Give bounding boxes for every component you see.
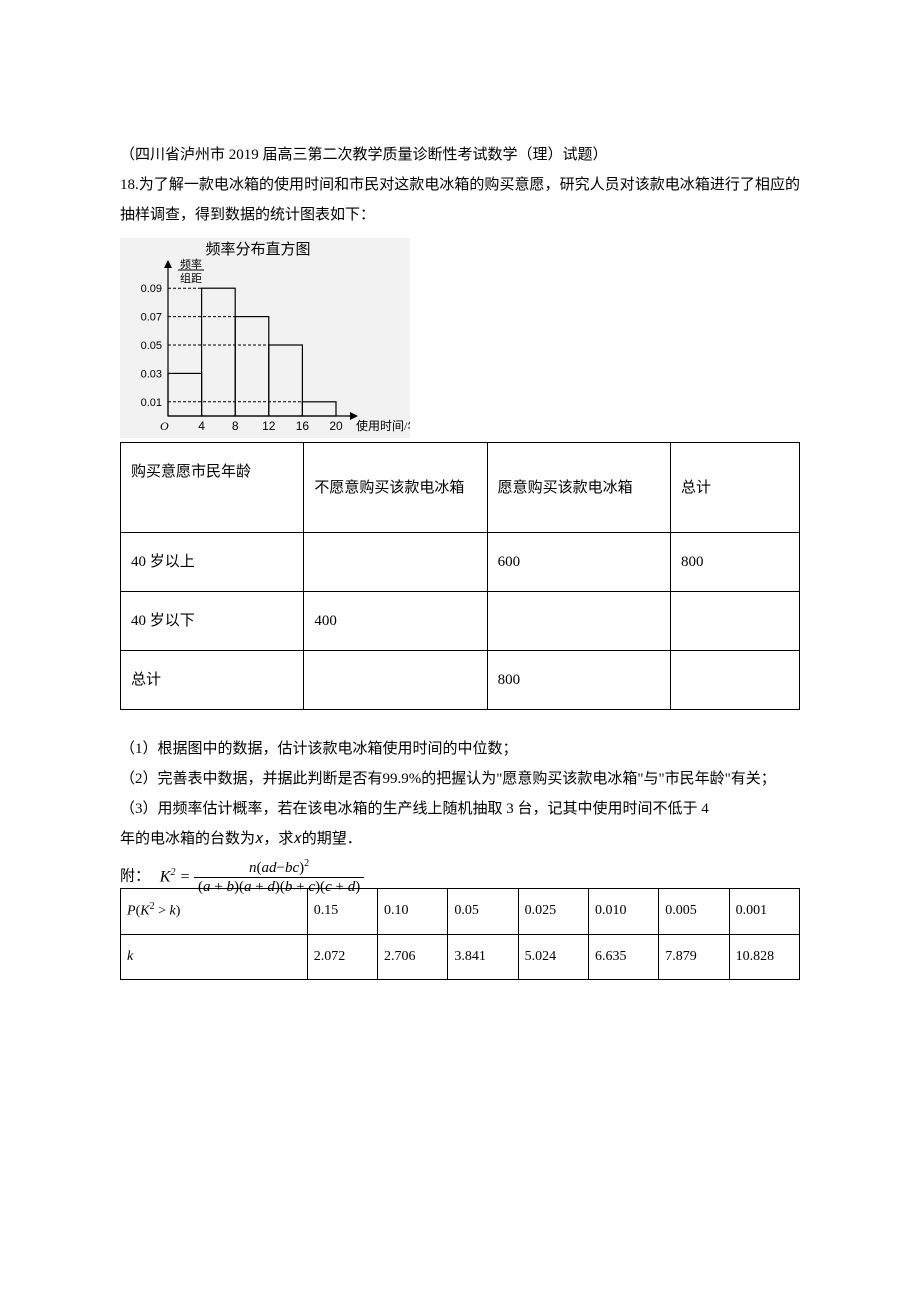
table-header: 总计	[670, 443, 799, 533]
table-cell: 600	[487, 533, 670, 592]
chi-cell: 5.024	[518, 934, 588, 979]
svg-text:使用时间/年: 使用时间/年	[356, 418, 410, 433]
table-cell	[487, 592, 670, 651]
svg-text:0.09: 0.09	[141, 283, 162, 295]
chi-cell: 2.706	[378, 934, 448, 979]
table-cell	[670, 651, 799, 710]
chi-cell: 0.05	[448, 889, 518, 935]
histogram-svg: 频率分布直方图频率组距 0.01 0.03 0.05 0.07 0.09 O 4 8 12 16 20…	[120, 238, 410, 438]
question-3b: 年的电冰箱的台数为𝑥，求𝑥的期望．	[120, 824, 800, 854]
k2-fraction: n(ad−bc)2 (a + b)(a + d)(b + c)(c + d)	[194, 858, 364, 896]
table-cell: 400	[304, 592, 487, 651]
svg-text:频率: 频率	[180, 257, 202, 271]
svg-text:0.03: 0.03	[141, 368, 162, 380]
chi-cell: 0.005	[659, 889, 729, 935]
question-2: （2）完善表中数据，并据此判断是否有99.9%的把握认为"愿意购买该款电冰箱"与…	[120, 764, 800, 794]
svg-text:4: 4	[198, 419, 205, 433]
table-cell	[670, 592, 799, 651]
svg-text:组距: 组距	[180, 271, 202, 285]
chi-square-table: P(K2 > k)0.150.100.050.0250.0100.0050.00…	[120, 888, 800, 980]
chi-cell: 10.828	[729, 934, 799, 979]
svg-text:0.01: 0.01	[141, 397, 162, 409]
svg-text:16: 16	[296, 419, 310, 433]
svg-text:频率分布直方图: 频率分布直方图	[205, 241, 310, 258]
table-cell: 40 岁以上	[121, 533, 304, 592]
table-header: 购买意愿市民年龄	[121, 443, 304, 533]
histogram-chart: 频率分布直方图频率组距 0.01 0.03 0.05 0.07 0.09 O 4 8 12 16 20…	[120, 238, 800, 438]
svg-text:8: 8	[232, 419, 239, 433]
chi-cell: 3.841	[448, 934, 518, 979]
spacer	[120, 710, 800, 734]
question-1: （1）根据图中的数据，估计该款电冰箱使用时间的中位数；	[120, 734, 800, 764]
table-cell	[304, 533, 487, 592]
table-cell: 800	[670, 533, 799, 592]
question-3a: （3）用频率估计概率，若在该电冰箱的生产线上随机抽取 3 台，记其中使用时间不低…	[120, 794, 800, 824]
chi-cell: 2.072	[307, 934, 377, 979]
k2-lhs: K2 =	[160, 867, 190, 887]
table-cell: 800	[487, 651, 670, 710]
table-cell: 总计	[121, 651, 304, 710]
svg-text:0.07: 0.07	[141, 312, 162, 324]
problem-intro: 18.为了解一款电冰箱的使用时间和市民对这款电冰箱的购买意愿，研究人员对该款电冰…	[120, 170, 800, 230]
table-header: 愿意购买该款电冰箱	[487, 443, 670, 533]
chi-cell: 0.010	[588, 889, 658, 935]
chi-cell: 0.10	[378, 889, 448, 935]
chi-cell: 0.025	[518, 889, 588, 935]
chi-cell: 7.879	[659, 934, 729, 979]
table-cell	[304, 651, 487, 710]
svg-text:12: 12	[262, 419, 276, 433]
svg-text:0.05: 0.05	[141, 340, 162, 352]
page-root: （四川省泸州市 2019 届高三第二次教学质量诊断性考试数学（理）试题） 18.…	[0, 0, 920, 1080]
svg-text:20: 20	[329, 419, 343, 433]
chi-row-label: k	[121, 934, 308, 979]
table-header: 不愿意购买该款电冰箱	[304, 443, 487, 533]
table-cell: 40 岁以下	[121, 592, 304, 651]
contingency-table: 购买意愿市民年龄不愿意购买该款电冰箱愿意购买该款电冰箱总计40 岁以上60080…	[120, 442, 800, 710]
chi-cell: 6.635	[588, 934, 658, 979]
source-line: （四川省泸州市 2019 届高三第二次教学质量诊断性考试数学（理）试题）	[120, 140, 800, 170]
appendix-label: 附：	[120, 868, 150, 884]
svg-text:O: O	[160, 419, 169, 433]
chi-cell: 0.001	[729, 889, 799, 935]
